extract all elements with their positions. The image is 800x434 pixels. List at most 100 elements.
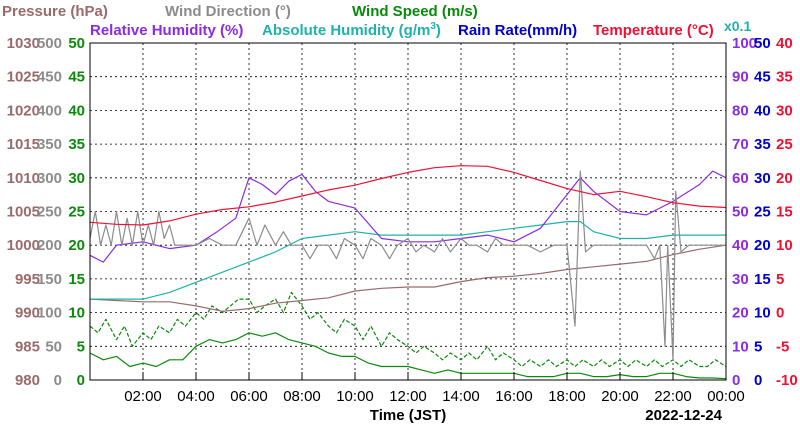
legend-entry: Absolute Humidity (g/m3) xyxy=(262,21,441,39)
right-axis-tick-label: -5 xyxy=(776,338,789,355)
left-axis-tick-label: 35 xyxy=(68,136,85,153)
left-axis-tick-label: 995 xyxy=(15,271,40,288)
left-axis-tick-label: 1010 xyxy=(7,170,40,187)
legend: Pressure (hPa) Wind Direction (°) Wind Spe… xyxy=(2,3,751,39)
right-axis-tick-label: 0 xyxy=(732,372,740,389)
left-axis-tick-label: 150 xyxy=(37,271,62,288)
left-axis-tick-label: 30 xyxy=(68,170,85,187)
left-axis-tick-label: 400 xyxy=(37,102,62,119)
right-axes: 1009080706050403020100504540353025201510… xyxy=(732,35,798,389)
right-axis-tick-label: 30 xyxy=(754,170,771,187)
right-axis-tick-label: 25 xyxy=(754,204,771,221)
right-axis-tick-label: 35 xyxy=(776,69,793,86)
legend-entry: Wind Speed (m/s) xyxy=(352,3,478,20)
left-axis-tick-label: 15 xyxy=(68,271,85,288)
right-axis-tick-label: 45 xyxy=(754,69,771,86)
right-axis-tick-label: 50 xyxy=(732,204,749,221)
series-line-temperature xyxy=(89,165,727,226)
left-axis-tick-label: 350 xyxy=(37,136,62,153)
left-axis-tick-label: 10 xyxy=(68,305,85,322)
right-axis-tick-label: 10 xyxy=(732,338,749,355)
x-tick-label: 18:00 xyxy=(548,388,586,405)
x-tick-label: 04:00 xyxy=(177,388,215,405)
grid xyxy=(90,43,726,380)
left-axis-tick-label: 500 xyxy=(37,35,62,52)
left-axis-tick-label: 450 xyxy=(37,69,62,86)
left-axis-tick-label: 980 xyxy=(15,372,40,389)
left-axis-tick-label: 25 xyxy=(68,204,85,221)
left-axis-tick-label: 990 xyxy=(15,305,40,322)
left-axis-tick-label: 300 xyxy=(37,170,62,187)
left-axis-tick-label: 5 xyxy=(77,338,85,355)
x-tick-label: 10:00 xyxy=(336,388,374,405)
right-axis-tick-label: -10 xyxy=(776,372,798,389)
series-layer xyxy=(89,165,727,380)
legend-entry: Temperature (°C) xyxy=(593,22,714,39)
legend-entry: Relative Humidity (%) xyxy=(90,22,243,39)
right-axis-tick-label: 15 xyxy=(776,204,793,221)
left-axis-tick-label: 20 xyxy=(68,237,85,254)
left-axis-tick-label: 0 xyxy=(77,372,85,389)
x-tick-label: 08:00 xyxy=(283,388,321,405)
left-axis-tick-label: 0 xyxy=(54,372,62,389)
series-line-wind-direction xyxy=(89,170,726,361)
x-tick-label: 12:00 xyxy=(389,388,427,405)
series-line-wind-speed-gust xyxy=(89,291,727,368)
series-line-pressure xyxy=(89,244,727,312)
x-tick-label: 00:00 xyxy=(707,388,745,405)
right-axis-tick-label: 25 xyxy=(776,136,793,153)
right-axis-tick-label: 20 xyxy=(776,170,793,187)
right-axis-tick-label: 15 xyxy=(754,271,771,288)
left-axis-tick-label: 1025 xyxy=(7,69,40,86)
legend-entry: Pressure (hPa) xyxy=(2,3,108,20)
right-axis-tick-label: 5 xyxy=(754,338,762,355)
left-axis-tick-label: 40 xyxy=(68,102,85,119)
legend-entry: Rain Rate(mm/h) xyxy=(458,22,577,39)
x-tick-label: 14:00 xyxy=(442,388,480,405)
date-label: 2022-12-24 xyxy=(645,407,722,424)
legend-multiplier: x0.1 xyxy=(724,18,751,34)
x-tick-label: 06:00 xyxy=(230,388,268,405)
right-axis-tick-label: 40 xyxy=(732,237,749,254)
series-line-absolute-humidity xyxy=(90,221,726,300)
x-tick-label: 16:00 xyxy=(495,388,533,405)
right-axis-tick-label: 40 xyxy=(776,35,793,52)
left-axis-tick-label: 45 xyxy=(68,69,85,86)
right-axis-tick-label: 20 xyxy=(754,237,771,254)
right-axis-tick-label: 30 xyxy=(732,271,749,288)
left-axis-tick-label: 1020 xyxy=(7,102,40,119)
left-axis-tick-label: 985 xyxy=(15,338,40,355)
right-axis-tick-label: 30 xyxy=(776,102,793,119)
right-axis-tick-label: 90 xyxy=(732,69,749,86)
x-tick-label: 22:00 xyxy=(654,388,692,405)
right-axis-tick-label: 0 xyxy=(776,305,784,322)
left-axis-tick-label: 1015 xyxy=(7,136,40,153)
right-axis-tick-label: 60 xyxy=(732,170,749,187)
right-axis-tick-label: 20 xyxy=(732,305,749,322)
x-tick-labels: 02:00 04:00 06:00 08:00 10:00 12:00 14:00 16:00… xyxy=(124,372,745,405)
right-axis-tick-label: 10 xyxy=(754,305,771,322)
legend-entry: Wind Direction (°) xyxy=(165,3,291,20)
right-axis-tick-label: 0 xyxy=(754,372,762,389)
left-axes: 1030102510201015101010051000995990985980… xyxy=(7,35,85,389)
right-axis-tick-label: 5 xyxy=(776,271,784,288)
left-axis-tick-label: 1000 xyxy=(7,237,40,254)
x-axis-label: Time (JST) xyxy=(370,407,446,424)
right-axis-tick-label: 50 xyxy=(754,35,771,52)
left-axis-tick-label: 1005 xyxy=(7,204,40,221)
right-axis-tick-label: 35 xyxy=(754,136,771,153)
right-axis-tick-label: 70 xyxy=(732,136,749,153)
right-axis-tick-label: 10 xyxy=(776,237,793,254)
right-axis-tick-label: 40 xyxy=(754,102,771,119)
left-axis-tick-label: 200 xyxy=(37,237,62,254)
right-axis-tick-label: 100 xyxy=(732,35,757,52)
x-tick-label: 02:00 xyxy=(124,388,162,405)
left-axis-tick-label: 50 xyxy=(45,338,62,355)
right-axis-tick-label: 80 xyxy=(732,102,749,119)
left-axis-tick-label: 100 xyxy=(37,305,62,322)
left-axis-tick-label: 250 xyxy=(37,204,62,221)
x-tick-label: 20:00 xyxy=(601,388,639,405)
left-axis-tick-label: 1030 xyxy=(7,35,40,52)
left-axis-tick-label: 50 xyxy=(68,35,85,52)
